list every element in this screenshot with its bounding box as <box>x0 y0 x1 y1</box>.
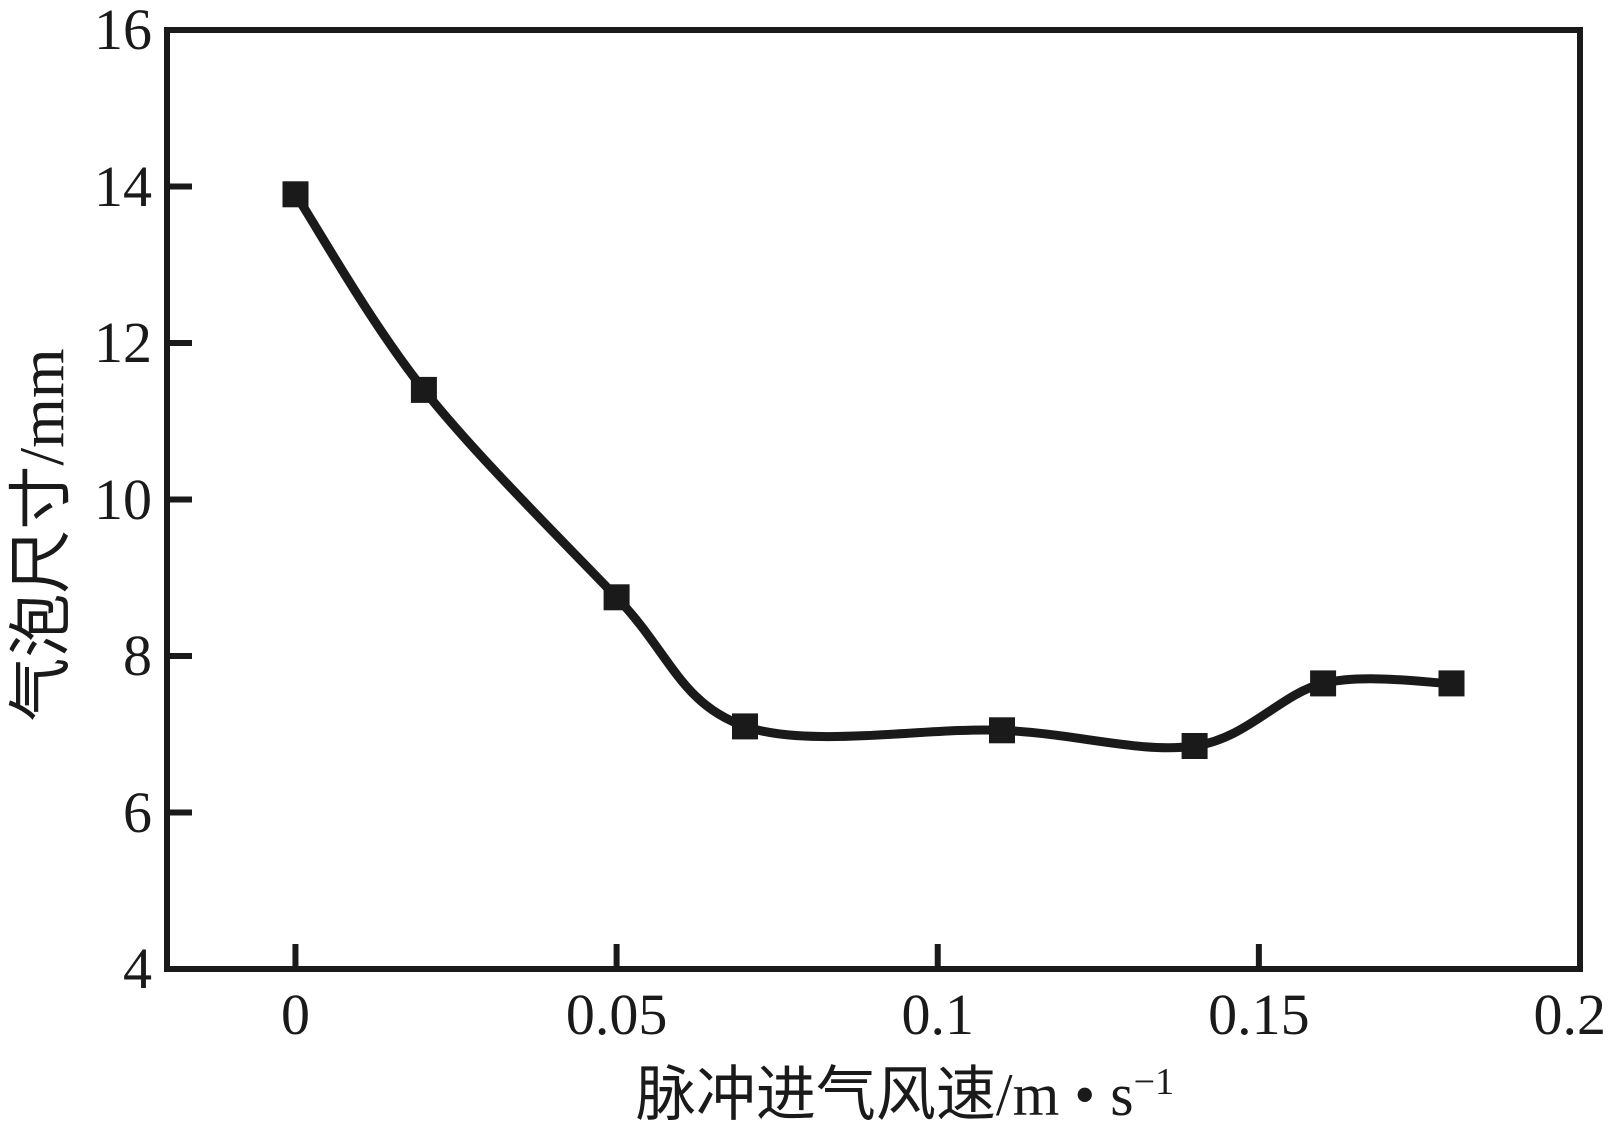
x-tick-label: 0.15 <box>1208 982 1310 1047</box>
y-tick-label: 14 <box>94 153 152 219</box>
data-point-marker <box>1310 670 1337 697</box>
x-axis-title-superscript: −1 <box>1133 1061 1175 1103</box>
y-tick-label: 12 <box>94 310 152 375</box>
y-tick-label: 4 <box>123 936 152 1001</box>
data-point-marker <box>1438 670 1465 697</box>
x-axis-title: 脉冲进气风速/m • s−1 <box>636 1062 1174 1128</box>
x-tick-label: 0.05 <box>565 982 668 1047</box>
data-point-marker <box>1181 733 1208 759</box>
data-point-marker <box>282 181 309 208</box>
y-tick-label: 16 <box>94 0 152 62</box>
data-curve <box>291 189 1456 753</box>
x-axis-title-text: 脉冲进气风速/m • s <box>635 1062 1134 1128</box>
y-axis-title: 气泡尺寸/mm <box>6 348 77 722</box>
data-point-marker <box>732 713 758 740</box>
plot-frame <box>164 27 1583 972</box>
data-point-marker <box>603 584 630 611</box>
y-tick-label: 10 <box>94 466 152 532</box>
x-tick-label: 0.1 <box>901 982 974 1047</box>
data-point-marker <box>410 376 437 403</box>
x-tick-label: 0.2 <box>1533 982 1607 1047</box>
y-tick-label: 6 <box>123 779 152 845</box>
y-tick-label: 8 <box>123 623 152 688</box>
x-tick-label: 0 <box>280 982 310 1047</box>
data-point-marker <box>989 717 1015 744</box>
